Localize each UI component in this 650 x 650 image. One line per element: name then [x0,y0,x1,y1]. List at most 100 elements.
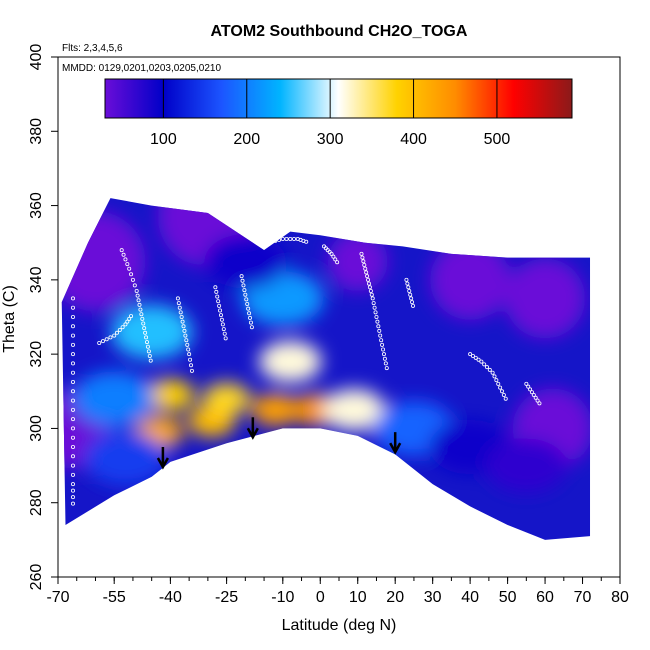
colorbar-tick-label: 200 [233,131,260,148]
sample-point [533,395,538,400]
sample-point [70,352,75,357]
y-tick-label: 340 [28,266,45,293]
sample-point [473,355,478,360]
x-tick-label: 70 [574,589,592,606]
sample-point [130,277,135,282]
sample-point [186,347,191,352]
sample-point [363,266,368,271]
colorbar-tick-label: 500 [484,131,511,148]
sample-point [364,270,369,275]
sample-point [216,299,221,304]
sample-point [249,325,254,330]
sample-point [359,251,364,256]
sample-point [70,463,75,468]
sample-point [490,370,495,375]
sample-point [182,328,187,333]
heatmap-blob-edge [430,239,511,320]
sample-point [246,306,251,311]
sample-point [370,296,375,301]
sample-point [127,266,132,271]
sample-point [378,333,383,338]
arrow-head [246,427,259,440]
sample-point [125,262,130,267]
sample-point [176,301,181,306]
sample-point [179,314,184,319]
y-tick-label: 260 [28,564,45,591]
x-tick-label: 20 [386,589,404,606]
sample-point [141,321,146,326]
heatmap-blob [84,430,167,486]
sample-point [70,370,75,375]
sample-point [70,296,75,301]
sample-point [273,238,278,243]
x-tick-label: 50 [499,589,517,606]
sample-point [137,302,142,307]
sample-point [127,316,132,321]
sample-point [219,317,224,322]
sample-point [189,363,194,368]
sample-point [531,392,536,397]
y-tick-label: 360 [28,192,45,219]
sample-point [222,331,227,336]
sample-point [117,327,122,332]
chart-title: ATOM2 Southbound CH2O_TOGA [211,23,468,40]
sample-point [284,236,289,241]
sample-point [367,285,372,290]
y-axis: 260 280 300 320 340 360 380 400 [28,44,58,591]
heatmap-blob [146,379,195,411]
x-tick-label: 60 [536,589,554,606]
sample-point [146,349,151,354]
sample-point [245,301,250,306]
sample-point [379,338,384,343]
sample-point [129,272,134,277]
sample-point [135,293,140,298]
heatmap-blob-edge [61,211,146,312]
sample-point [248,315,253,320]
sample-point [136,298,141,303]
sample-point [70,488,75,493]
sample-point [97,340,102,345]
sample-point [410,303,415,308]
sample-point [304,239,309,244]
sample-point [381,347,386,352]
sample-point [100,339,105,344]
y-axis-label: Theta (C) [1,285,18,353]
sample-point [189,368,194,373]
colorbar-gradient [104,78,573,119]
sample-point [494,378,499,383]
sample-point [404,277,409,282]
sample-point [381,352,386,357]
sample-point [468,352,473,357]
y-tick-label: 300 [28,415,45,442]
flights-label: Flts: 2,3,4,5,6 [62,43,123,54]
sample-point [248,320,253,325]
heatmap-blob-edge [505,258,586,339]
sample-point [479,359,484,364]
sample-point [70,379,75,384]
sample-point [217,303,222,308]
sample-point [183,333,188,338]
heatmap-blob-edge [327,231,388,292]
sample-point [138,307,143,312]
sample-point [218,313,223,318]
sample-point [70,417,75,422]
sample-point [239,274,244,279]
sample-point [132,283,137,288]
sample-point [115,330,120,335]
sample-point [70,426,75,431]
sample-point [499,389,504,394]
x-tick-label: -40 [159,589,182,606]
sample-point [184,338,189,343]
sample-point [244,297,249,302]
sample-point [501,392,506,397]
sample-point [145,344,150,349]
sample-point [537,401,542,406]
sample-point [70,435,75,440]
x-tick-label: 40 [461,589,479,606]
sample-point [123,257,128,262]
heatmap-blob [259,340,322,383]
arrow-markers [156,417,402,470]
sample-point [120,325,125,330]
sample-point [362,262,367,267]
sample-point [503,396,508,401]
